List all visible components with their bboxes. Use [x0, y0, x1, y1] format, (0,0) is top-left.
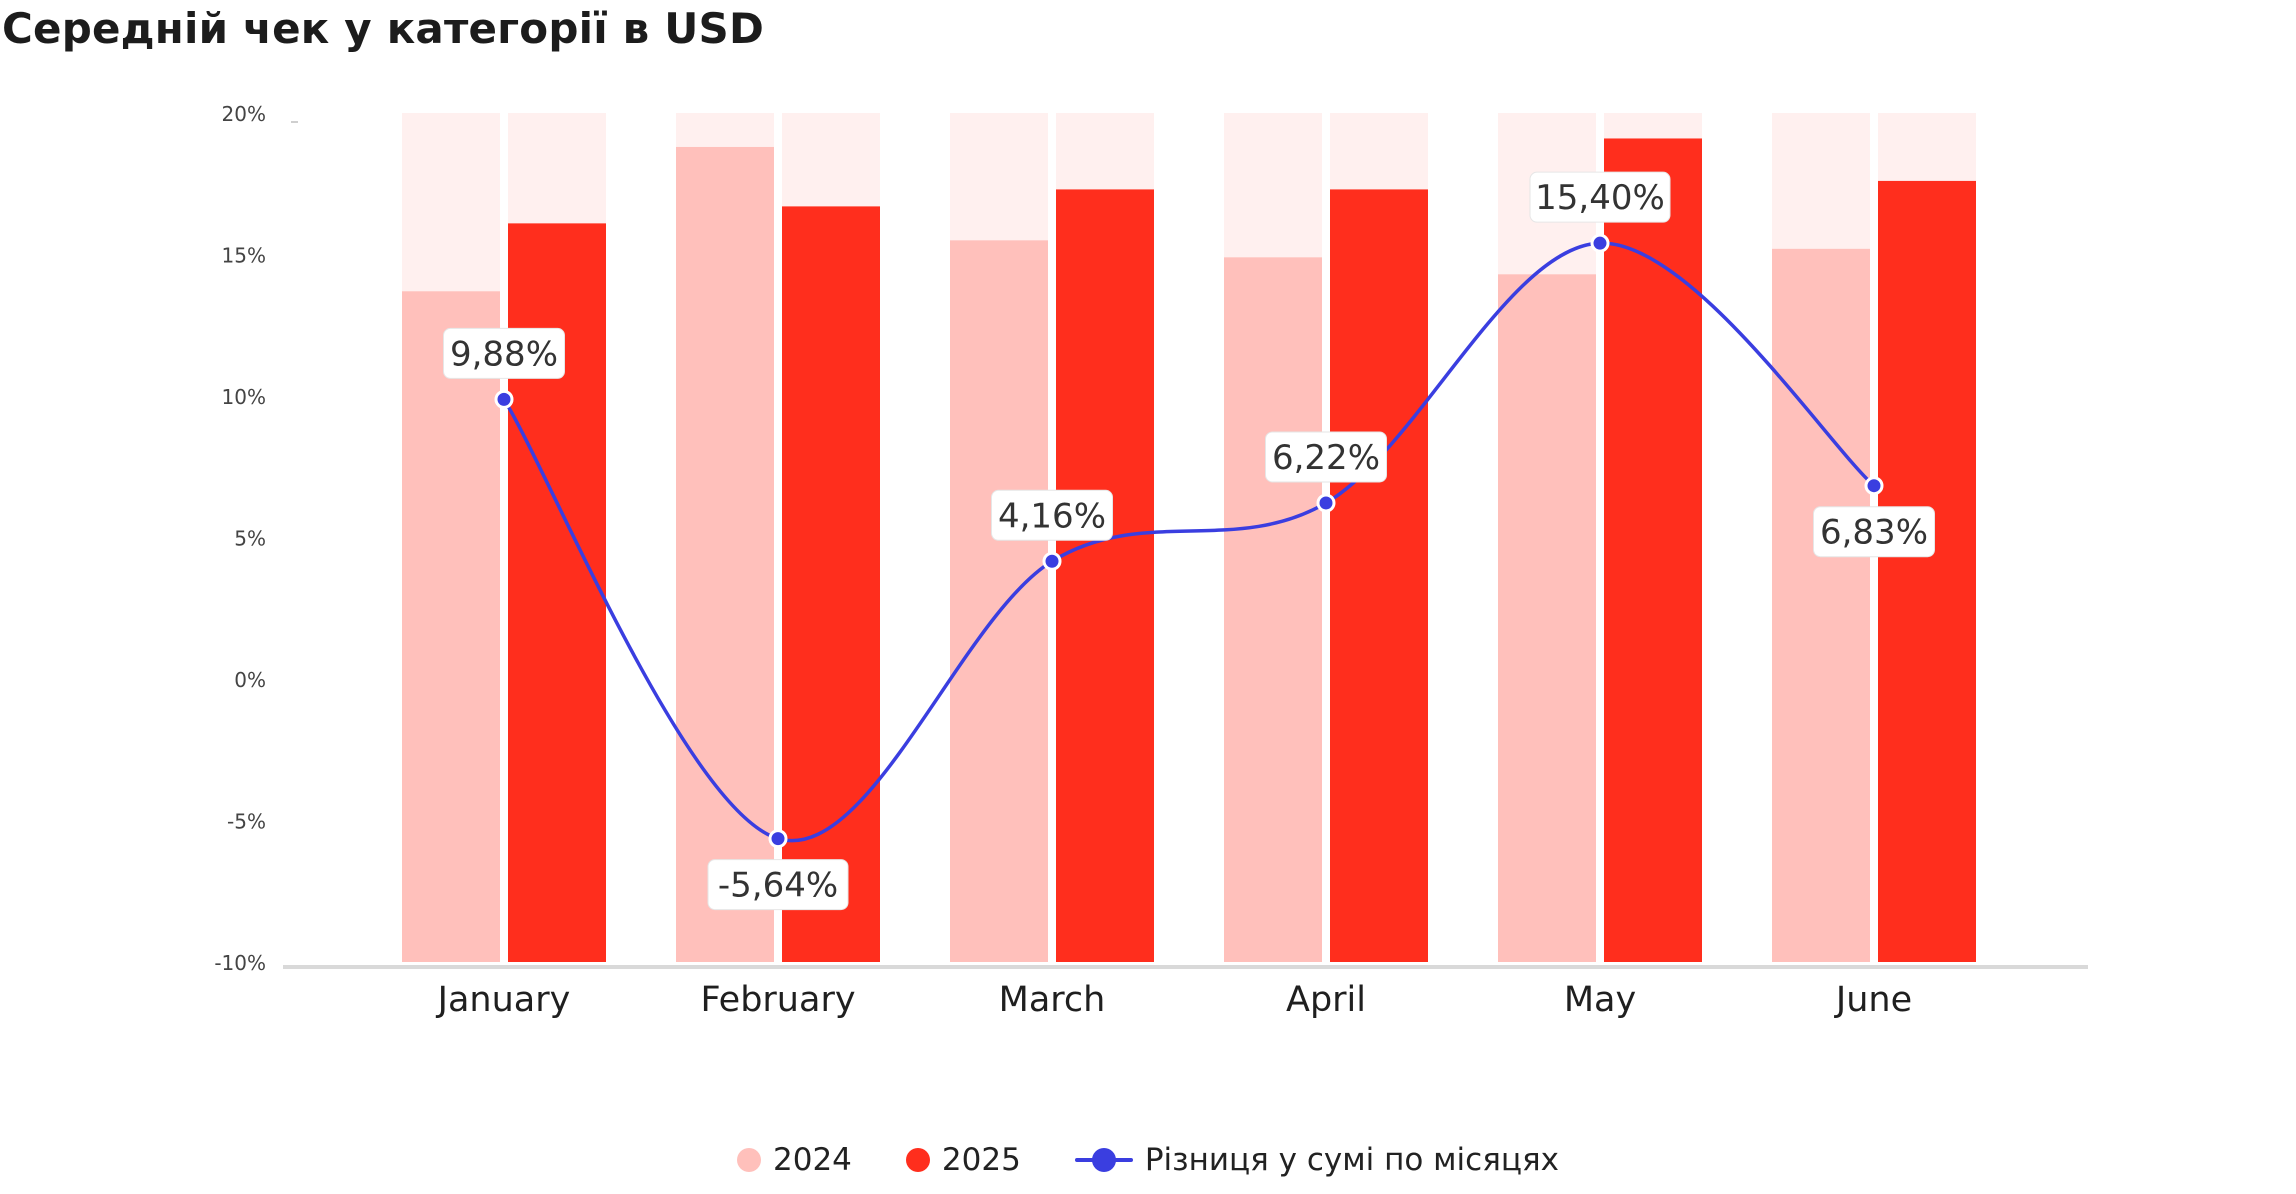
bar-2024 — [950, 240, 1048, 963]
legend-item-2025[interactable]: 2025 — [905, 1142, 1021, 1178]
data-label: 4,16% — [998, 496, 1106, 536]
y-tick-label: 0% — [234, 668, 266, 692]
bar-2025 — [1056, 189, 1154, 962]
bar-2024 — [1224, 257, 1322, 963]
bar-2024 — [402, 291, 500, 962]
legend-label-difference: Різниця у сумі по місяцях — [1144, 1142, 1559, 1178]
difference-line — [502, 241, 1876, 843]
legend-swatch-2025 — [905, 1148, 930, 1172]
data-label: 15,40% — [1535, 178, 1665, 218]
legend-label-2025: 2025 — [941, 1142, 1021, 1178]
data-label-box — [707, 859, 849, 911]
bar-2025 — [782, 206, 880, 962]
difference-point — [494, 389, 514, 409]
legend: 2024 2025 Різниця у сумі по місяцях — [0, 1142, 2296, 1178]
x-tick-label: April — [1286, 980, 1366, 1020]
x-tick-label: January — [436, 980, 571, 1020]
x-tick-label: May — [1564, 980, 1636, 1020]
bar-2025 — [1604, 138, 1702, 963]
y-tick-label: -10% — [214, 951, 266, 975]
legend-label-2024: 2024 — [773, 1142, 852, 1178]
data-label-box — [1813, 506, 1935, 558]
bar-2025 — [1330, 189, 1428, 962]
y-tick-label: -5% — [227, 810, 266, 834]
difference-point — [1316, 493, 1336, 513]
bar-2024 — [1498, 274, 1596, 962]
data-label: 6,83% — [1820, 513, 1928, 553]
data-label: 9,88% — [450, 334, 558, 374]
data-label-box — [1529, 171, 1671, 223]
bar-2024 — [1772, 248, 1870, 963]
data-label: 6,22% — [1272, 438, 1380, 478]
y-tick-label: 15% — [222, 244, 266, 268]
data-label-box — [991, 489, 1113, 541]
legend-swatch-difference — [1074, 1148, 1133, 1172]
legend-item-difference[interactable]: Різниця у сумі по місяцях — [1074, 1142, 1559, 1178]
bar-2025 — [1878, 180, 1976, 963]
x-tick-label: February — [700, 980, 855, 1020]
y-tick-label: 5% — [234, 527, 266, 551]
bar-2024 — [676, 146, 774, 962]
data-label-box — [1265, 431, 1387, 483]
data-label-box — [443, 327, 565, 379]
difference-point — [1864, 476, 1884, 496]
chart-title: Середній чек у категорії в USD — [2, 4, 765, 53]
x-tick-label: June — [1834, 980, 1912, 1020]
legend-swatch-2024 — [737, 1148, 762, 1172]
legend-item-2024[interactable]: 2024 — [737, 1142, 852, 1178]
difference-point — [1042, 551, 1062, 571]
x-tick-label: March — [999, 980, 1106, 1020]
difference-point — [768, 829, 788, 849]
difference-point — [1590, 233, 1610, 253]
data-label: -5,64% — [718, 866, 838, 906]
y-tick-label: 10% — [222, 385, 266, 409]
y-tick-label: 20% — [222, 102, 266, 126]
